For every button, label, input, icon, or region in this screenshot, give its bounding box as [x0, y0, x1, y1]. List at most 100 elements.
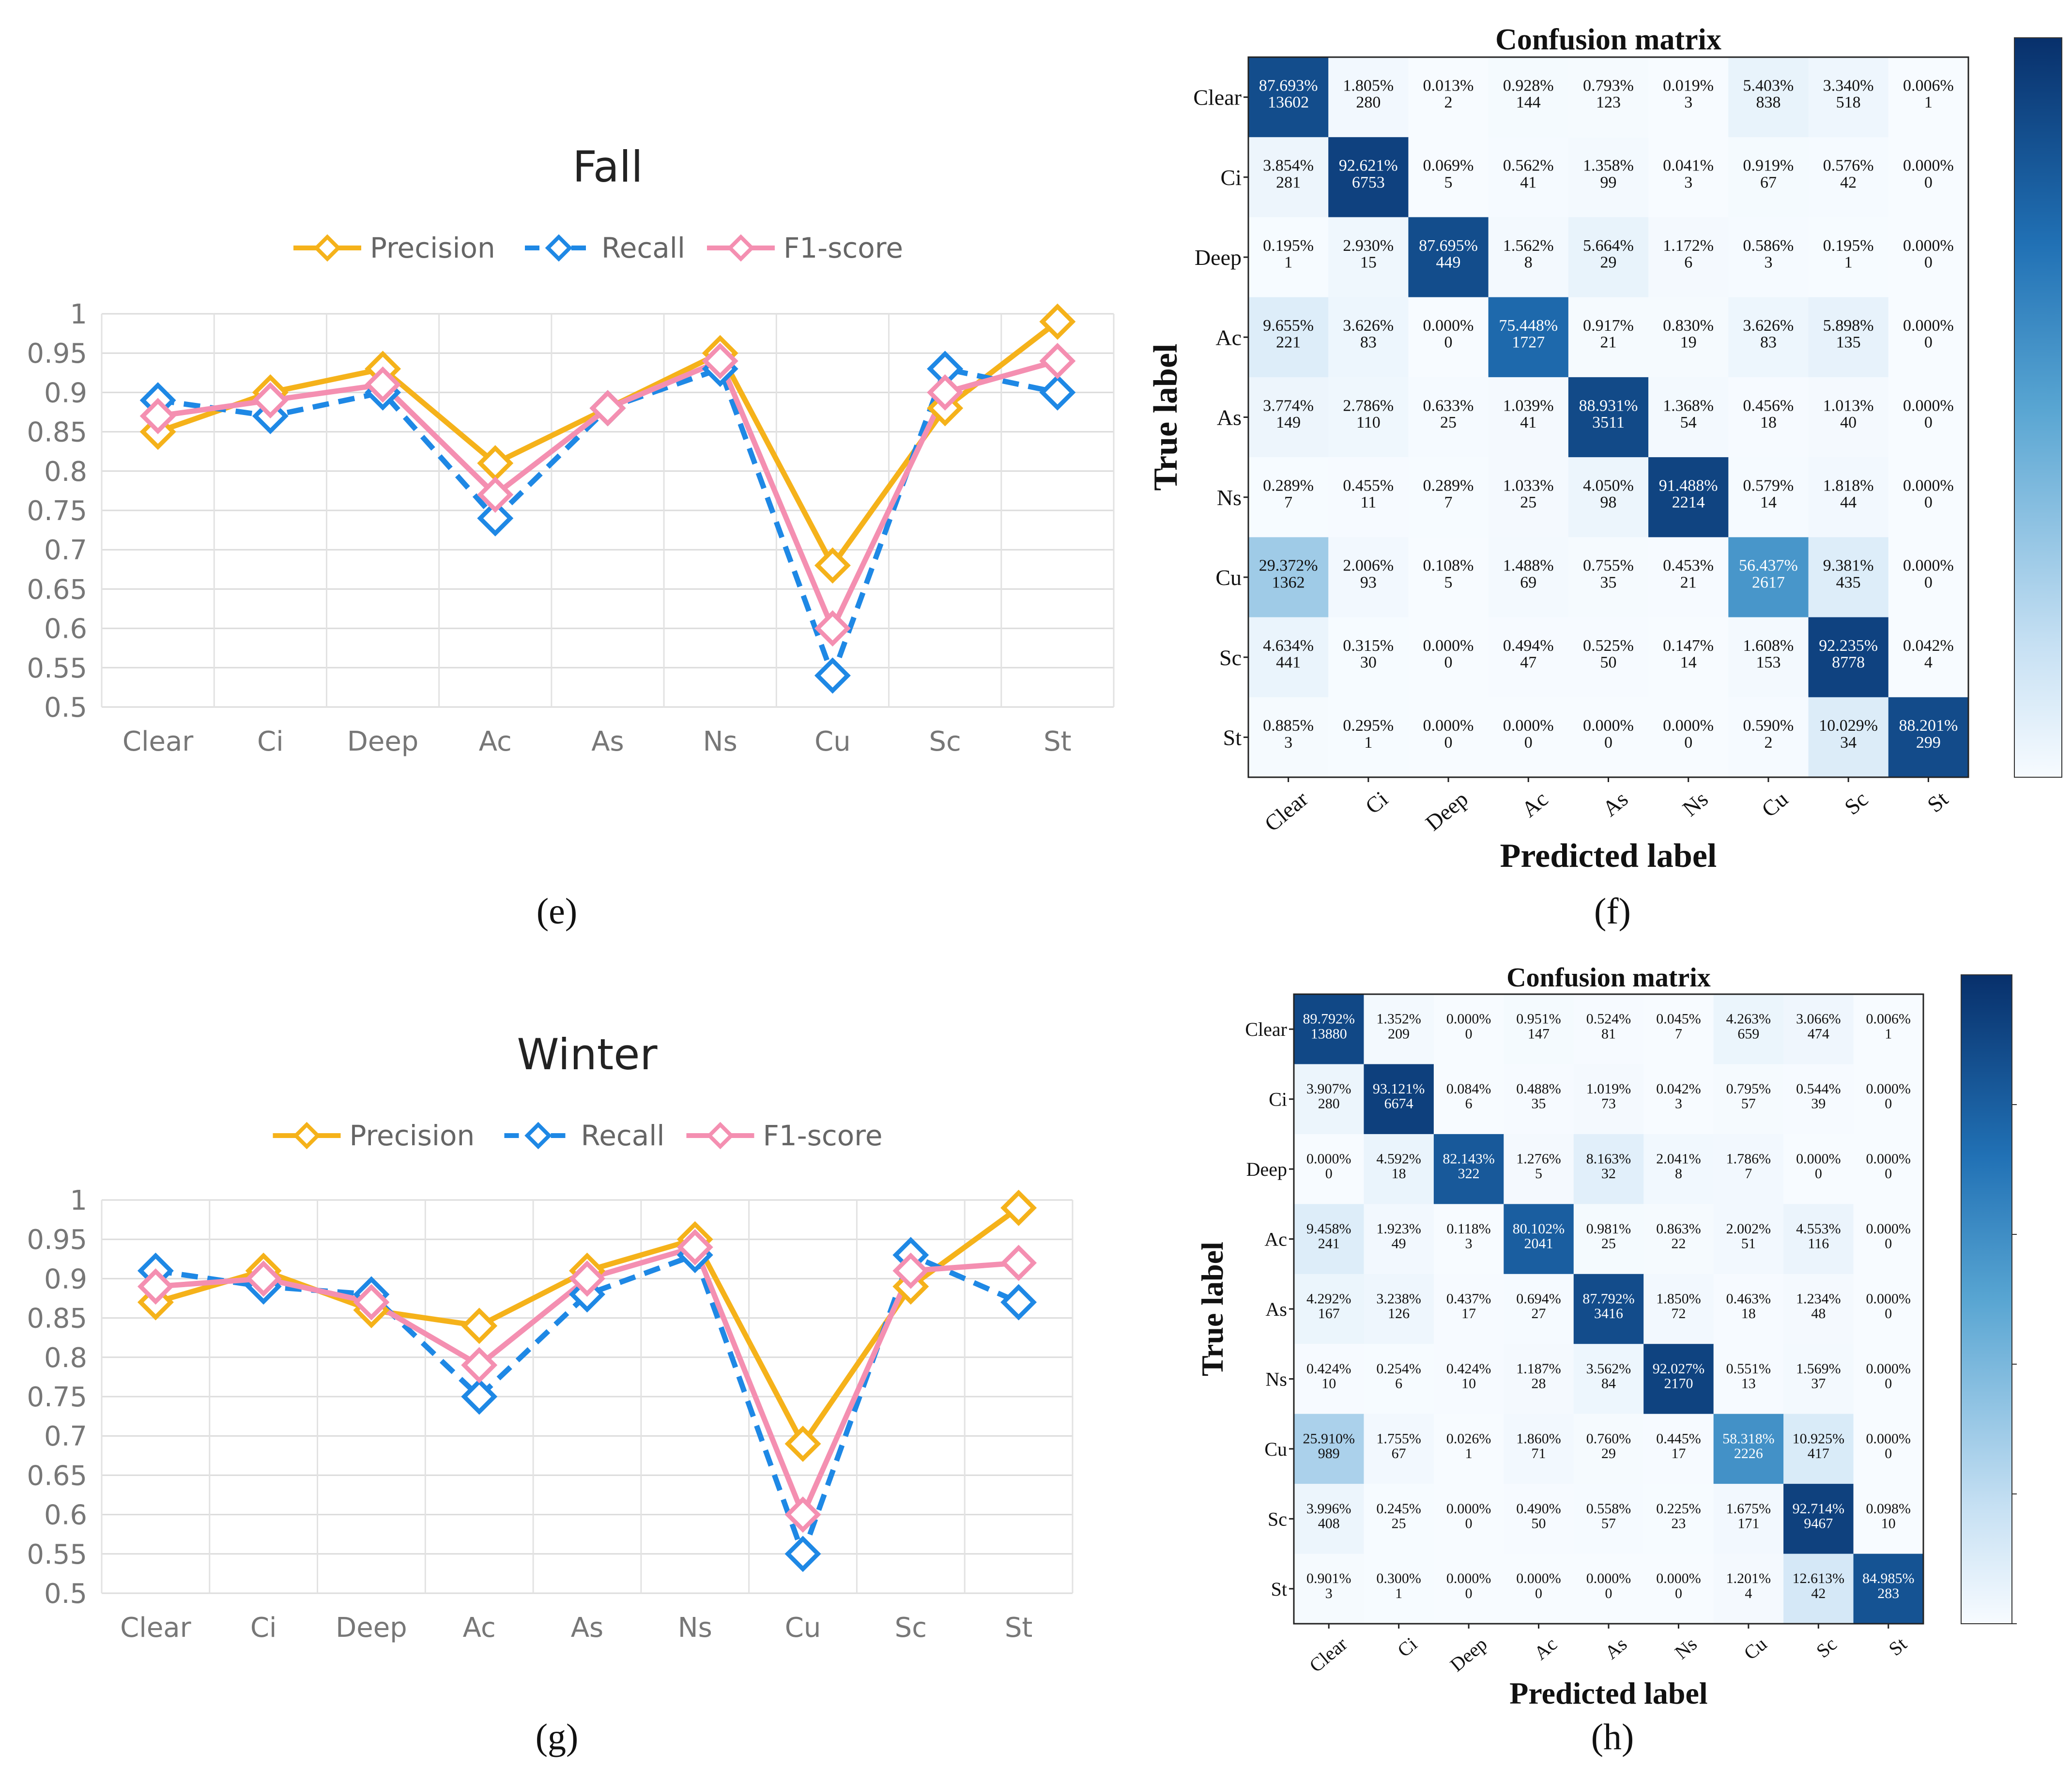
matrix-cell: [1728, 217, 1809, 298]
cell-percent: 0.000%: [1866, 1291, 1911, 1307]
cell-percent: 0.042%: [1656, 1081, 1701, 1097]
cell-count: 280: [1318, 1096, 1340, 1112]
x-tick-label: As: [571, 1612, 603, 1644]
cell-count: 17: [1671, 1446, 1686, 1461]
matrix-cell: [1643, 1134, 1714, 1204]
y-tick-label: 0.9: [44, 377, 87, 409]
cell-percent: 0.456%: [1743, 397, 1794, 415]
cell-count: 32: [1601, 1166, 1616, 1182]
cell-count: 14: [1680, 654, 1697, 672]
matrix-cell: [1248, 537, 1329, 618]
matrix-cell: [1433, 1344, 1504, 1415]
matrix-cell: [1853, 1484, 1924, 1554]
cell-percent: 0.000%: [1903, 477, 1954, 495]
cell-percent: 0.445%: [1656, 1431, 1701, 1446]
matrix-title: Confusion matrix: [1495, 23, 1721, 56]
cell-count: 989: [1318, 1446, 1340, 1461]
matrix-cell: [1573, 1484, 1644, 1554]
matrix-cell: [1294, 1204, 1364, 1275]
data-point-f1-score: [477, 477, 514, 513]
cell-count: 67: [1760, 173, 1777, 191]
matrix-cell: [1328, 617, 1409, 698]
cell-percent: 87.693%: [1259, 77, 1318, 94]
legend-marker-recall: [545, 234, 573, 262]
cell-percent: 1.201%: [1726, 1570, 1771, 1586]
matrix-cell: [1888, 137, 1969, 217]
matrix-cell: [1488, 297, 1569, 378]
data-point-f1-score: [365, 366, 401, 403]
cell-percent: 2.786%: [1343, 397, 1394, 415]
cell-count: 2041: [1524, 1236, 1553, 1252]
data-point-f1-score: [139, 398, 176, 434]
matrix-cell: [1364, 1134, 1434, 1204]
cell-percent: 4.050%: [1583, 477, 1634, 495]
cell-percent: 0.000%: [1796, 1151, 1841, 1167]
cell-percent: 0.315%: [1343, 637, 1394, 655]
matrix-cell: [1248, 377, 1329, 458]
cell-percent: 0.084%: [1446, 1081, 1491, 1097]
matrix-cell: [1853, 1274, 1924, 1344]
y-tick-label: 0.65: [27, 1460, 87, 1492]
x-tick-label: Ac: [1517, 786, 1552, 822]
matrix-cell: [1573, 1554, 1644, 1624]
cell-percent: 0.633%: [1423, 397, 1474, 415]
cell-count: 18: [1392, 1166, 1406, 1182]
cell-percent: 1.923%: [1376, 1221, 1421, 1237]
x-tick-label: As: [591, 726, 624, 757]
y-axis-title: True label: [1195, 1242, 1229, 1376]
matrix-cell: [1488, 697, 1569, 778]
cell-percent: 92.621%: [1339, 157, 1398, 175]
cell-count: 3: [1465, 1236, 1473, 1252]
x-tick-label: Sc: [1812, 1633, 1841, 1662]
matrix-cell: [1643, 1064, 1714, 1135]
cell-percent: 0.000%: [1866, 1431, 1911, 1446]
cell-percent: 0.000%: [1866, 1151, 1911, 1167]
cell-percent: 0.901%: [1306, 1570, 1351, 1586]
cell-percent: 0.006%: [1866, 1011, 1911, 1027]
cell-count: 41: [1520, 414, 1536, 431]
cell-percent: 1.013%: [1823, 397, 1874, 415]
cell-percent: 1.569%: [1796, 1361, 1841, 1377]
cell-percent: 29.372%: [1259, 557, 1318, 575]
matrix-cell: [1888, 617, 1969, 698]
cell-count: 283: [1877, 1585, 1899, 1601]
cell-count: 7: [1675, 1026, 1682, 1042]
matrix-cell: [1408, 377, 1489, 458]
x-tick-label: St: [1005, 1612, 1033, 1644]
cell-count: 135: [1836, 334, 1861, 352]
cell-percent: 0.579%: [1743, 477, 1794, 495]
cell-count: 15: [1360, 254, 1377, 272]
matrix-cell: [1643, 994, 1714, 1064]
cell-percent: 3.907%: [1306, 1081, 1351, 1097]
x-tick-label: Ac: [463, 1612, 496, 1644]
y-tick-label: 0.95: [27, 1224, 87, 1256]
matrix-cell: [1853, 1344, 1924, 1415]
cell-count: 126: [1388, 1306, 1410, 1322]
cell-percent: 92.714%: [1793, 1501, 1845, 1517]
matrix-cell: [1888, 377, 1969, 458]
matrix-cell: [1713, 1344, 1784, 1415]
cell-count: 71: [1532, 1446, 1546, 1461]
cell-percent: 0.019%: [1663, 77, 1714, 94]
cell-percent: 84.985%: [1862, 1570, 1915, 1586]
chart-title: Fall: [572, 142, 643, 192]
cell-percent: 0.760%: [1586, 1431, 1631, 1446]
cell-count: 435: [1836, 573, 1861, 591]
matrix-cell: [1504, 994, 1574, 1064]
cell-count: 0: [1535, 1585, 1542, 1601]
matrix-cell: [1783, 1134, 1854, 1204]
cell-count: 144: [1516, 93, 1541, 111]
cell-count: 9467: [1804, 1515, 1833, 1531]
cell-percent: 3.626%: [1343, 317, 1394, 335]
x-tick-label: Deep: [1446, 1633, 1491, 1676]
cell-percent: 0.981%: [1586, 1221, 1631, 1237]
cell-percent: 1.187%: [1516, 1361, 1561, 1377]
matrix-cell: [1643, 1554, 1714, 1624]
data-point-recall: [1039, 374, 1076, 411]
y-tick-label: Ac: [1215, 325, 1242, 350]
colorbar: [2014, 37, 2062, 778]
cell-count: 5: [1444, 573, 1453, 591]
matrix-cell: [1568, 297, 1649, 378]
matrix-cell: [1573, 1274, 1644, 1344]
matrix-cell: [1328, 137, 1409, 217]
